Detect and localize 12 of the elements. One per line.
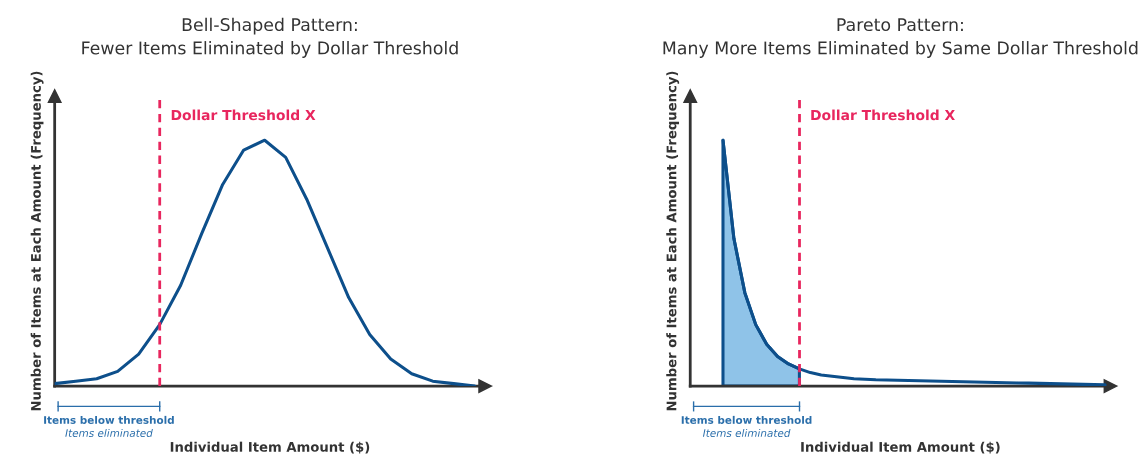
text: Items eliminated [702,428,791,437]
chart-title: Pareto Pattern: Many More Items Eliminated by Same Dollar Threshold [663,18,1138,58]
y-axis-title: Number of Items at Each Amount (Frequency) [30,71,44,411]
text: Dollar Threshold X [171,109,316,121]
y-axis-title: Number of Items at Each Amount (Frequency) [666,71,680,411]
x-axis-title: Individual Item Amount ($) [170,441,370,454]
text: Dollar Threshold X [811,109,955,121]
text: Items below threshold [681,415,812,424]
chart-title: Bell-Shaped Pattern: Fewer Items Eliminated by Dollar Threshold [82,17,458,58]
text: Items eliminated [65,428,153,437]
text: Items below threshold [44,415,174,424]
x-axis-title: Individual Item Amount ($) [801,441,1000,454]
